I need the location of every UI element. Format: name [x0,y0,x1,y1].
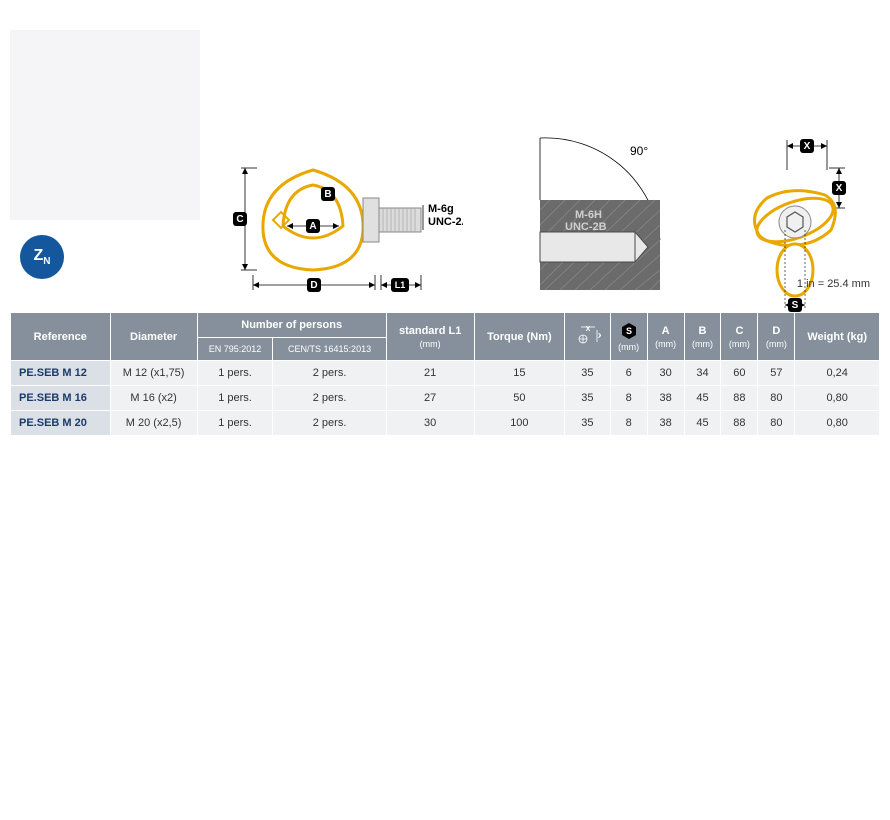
cell-dia: M 16 (x2) [110,386,197,411]
angle-label: 90° [630,144,648,158]
cell-a: 38 [647,411,684,436]
th-persons-cen: CEN/TS 16415:2013 [273,338,386,361]
cell-x: 35 [565,411,611,436]
th-x: X X [565,313,611,361]
table-row: PE.SEB M 12M 12 (x1,75)1 pers.2 pers.211… [11,361,880,386]
table-row: PE.SEB M 20M 20 (x2,5)1 pers.2 pers.3010… [11,411,880,436]
cell-s: 6 [610,361,647,386]
cell-torque: 100 [474,411,565,436]
cell-x: 35 [565,386,611,411]
cell-a: 30 [647,361,684,386]
cell-w: 0,24 [795,361,880,386]
spec-table: Reference Diameter Number of persons sta… [10,312,880,436]
cell-dia: M 12 (x1,75) [110,361,197,386]
th-s: S (mm) [610,313,647,361]
cell-torque: 15 [474,361,565,386]
thread-bot-2: UNC-2B [565,221,607,233]
th-persons-en: EN 795:2012 [197,338,273,361]
cell-en: 1 pers. [197,361,273,386]
cell-l1: 27 [386,386,474,411]
svg-text:X: X [598,333,601,340]
cell-x: 35 [565,361,611,386]
label-D: D [311,280,318,291]
label-X1: X [803,141,810,152]
label-B: B [325,189,332,200]
cell-b: 45 [684,411,721,436]
cell-ref: PE.SEB M 12 [11,361,111,386]
cell-s: 8 [610,411,647,436]
label-L1: L1 [395,280,406,290]
cell-c: 88 [721,411,758,436]
diagram-side-view: D L1 C [233,130,463,310]
table-body: PE.SEB M 12M 12 (x1,75)1 pers.2 pers.211… [11,361,880,436]
zn-text: ZN [33,247,50,267]
th-diameter: Diameter [110,313,197,361]
cell-a: 38 [647,386,684,411]
cell-w: 0,80 [795,411,880,436]
cell-s: 8 [610,386,647,411]
diagram-hole-section: 90° M-6H UNC-2B [510,110,690,310]
thread-top-2: M-6H [575,209,602,221]
cell-dia: M 20 (x2,5) [110,411,197,436]
cell-w: 0,80 [795,386,880,411]
label-A: A [310,221,317,232]
thread-bot-1: UNC-2A [428,216,463,228]
cell-cen: 2 pers. [273,386,386,411]
cell-b: 45 [684,386,721,411]
diagram-area: ZN D L1 C [10,10,880,310]
label-C: C [237,214,244,225]
cell-ref: PE.SEB M 16 [11,386,111,411]
th-reference: Reference [11,313,111,361]
cell-c: 60 [721,361,758,386]
cell-l1: 30 [386,411,474,436]
conversion-note: 1 in = 25.4 mm [797,278,870,290]
cell-b: 34 [684,361,721,386]
cell-l1: 21 [386,361,474,386]
label-S: S [791,300,798,311]
table-row: PE.SEB M 16M 16 (x2)1 pers.2 pers.275035… [11,386,880,411]
label-X2: X [835,183,842,194]
th-a: A(mm) [647,313,684,361]
thread-top-1: M-6g [428,203,454,215]
th-torque: Torque (Nm) [474,313,565,361]
svg-text:S: S [626,326,632,336]
image-placeholder [10,30,200,220]
cell-en: 1 pers. [197,386,273,411]
svg-text:X: X [586,326,591,333]
th-persons: Number of persons [197,313,386,338]
cell-torque: 50 [474,386,565,411]
cell-en: 1 pers. [197,411,273,436]
cell-cen: 2 pers. [273,411,386,436]
cell-ref: PE.SEB M 20 [11,411,111,436]
cell-c: 88 [721,386,758,411]
cell-cen: 2 pers. [273,361,386,386]
th-l1: standard L1(mm) [386,313,474,361]
cell-d: 80 [758,411,795,436]
cell-d: 80 [758,386,795,411]
zn-badge: ZN [20,235,64,279]
cell-d: 57 [758,361,795,386]
th-b: B(mm) [684,313,721,361]
